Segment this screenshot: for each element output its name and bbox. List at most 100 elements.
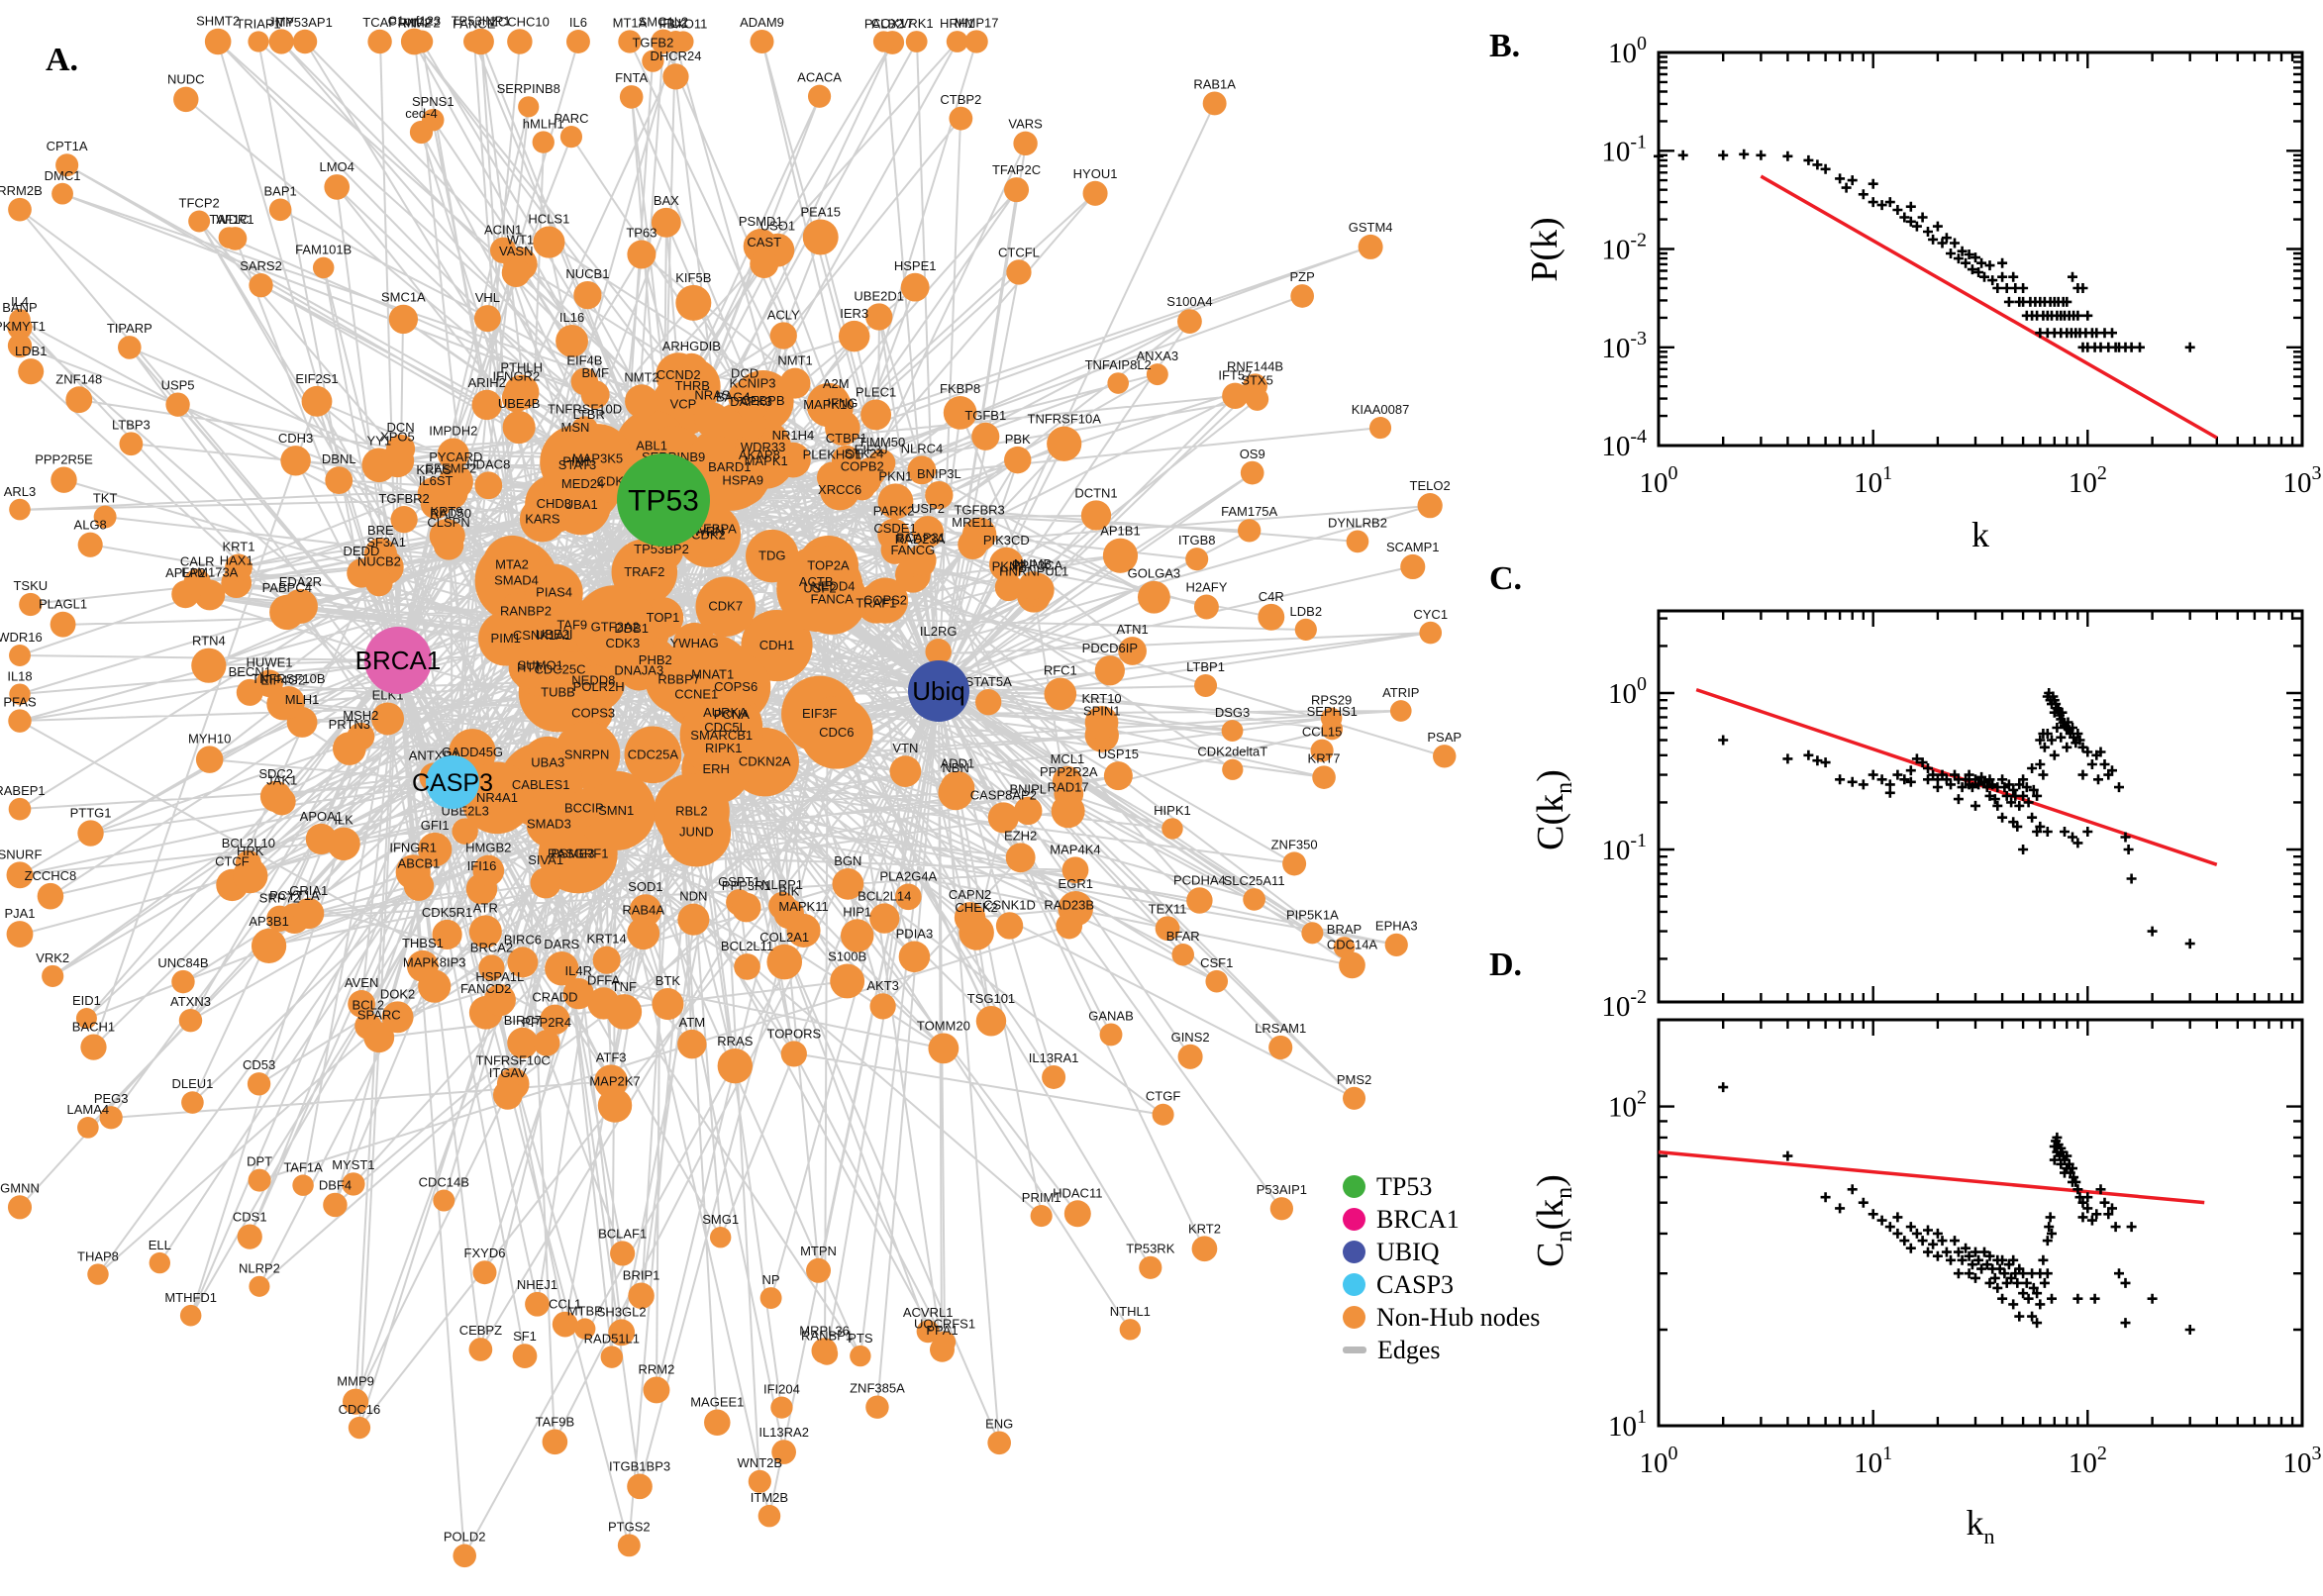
network-core-node	[672, 634, 754, 716]
network-node-label: USO1	[760, 219, 795, 234]
network-node-label: LRSAM1	[1255, 1021, 1306, 1036]
network-node-label: TUBB	[541, 685, 575, 700]
legend-item-casp3: CASP3	[1343, 1268, 1570, 1301]
network-node-label: ENG	[985, 1416, 1013, 1431]
scatter-points	[1718, 1082, 2195, 1335]
network-node-label: CTGF	[1146, 1089, 1180, 1104]
network-node-label: PMS2	[1337, 1072, 1371, 1087]
network-node	[452, 818, 478, 845]
network-node	[1177, 309, 1202, 335]
network-node-label: RRAS	[717, 1034, 753, 1048]
network-node-label: AP1B1	[1100, 524, 1140, 539]
network-core-node	[576, 770, 656, 850]
network-node-label: NUDC	[167, 72, 205, 87]
network-node	[895, 883, 922, 911]
network-node-label: CDH1	[759, 638, 794, 652]
network-node-label: GANAB	[1088, 1009, 1134, 1024]
network-node	[406, 949, 439, 982]
network-node-label: RNF2	[398, 16, 432, 31]
network-node-label: DDB1	[614, 621, 649, 636]
network-node-label: VARS	[1008, 117, 1043, 132]
network-node	[1205, 969, 1229, 993]
network-node-label: SRP72	[259, 891, 300, 906]
network-node-label: FAM101B	[295, 243, 352, 257]
network-node	[9, 498, 31, 521]
network-node-label: GSPT1	[718, 874, 760, 889]
network-node	[642, 50, 664, 72]
network-node-label: POLD2	[444, 1530, 486, 1545]
network-node	[1240, 460, 1264, 485]
network-node	[1003, 177, 1030, 203]
network-node	[869, 993, 896, 1020]
network-node	[292, 29, 318, 54]
network-node	[8, 797, 32, 821]
network-node-label: KRT9	[431, 504, 463, 519]
network-node-label: MRPL36	[799, 1323, 850, 1338]
network-node-label: PJA1	[4, 906, 35, 921]
network-node-label: SEPHS1	[1307, 704, 1358, 719]
network-node-label: COL2A1	[759, 930, 809, 945]
network-node-label: DNAJA3	[614, 662, 663, 677]
network-node-label: PARC	[554, 111, 588, 126]
network-node-label: TNF	[612, 979, 637, 994]
network-node	[677, 903, 710, 936]
network-node-label: SF1	[513, 1329, 537, 1344]
tick-label: 100	[1608, 33, 1647, 69]
network-node	[483, 984, 516, 1017]
network-node	[1056, 912, 1083, 940]
network-node-label: KRT2	[1188, 1221, 1221, 1236]
network-node-label: ITGB1BP3	[609, 1459, 670, 1474]
network-node-label: PTTG1	[70, 805, 112, 820]
network-node	[173, 86, 199, 113]
legend-item-nonhub: Non-Hub nodes	[1343, 1301, 1570, 1334]
network-node-label: CTCFL	[998, 245, 1040, 259]
network-node	[816, 461, 849, 493]
plot-frame	[1657, 609, 2304, 1004]
tick-label: 102	[2069, 462, 2107, 499]
network-node-label: USF2	[803, 581, 836, 596]
network-node-label: DEDD	[344, 544, 380, 558]
network-node-label: RAB1A	[1193, 76, 1236, 91]
network-node-label: NEDD8	[571, 672, 615, 687]
network-node	[1320, 707, 1343, 730]
network-node-label: TEX11	[1149, 901, 1187, 916]
network-node-label: HRK	[237, 844, 264, 858]
network-node-label: SF3A1	[366, 535, 406, 549]
network-node-label: CDC25C	[534, 662, 585, 677]
network-node-label: WT1	[507, 233, 534, 248]
network-node	[501, 383, 531, 413]
network-node-label: IL18	[7, 668, 32, 683]
network-node-label: RFC1	[1044, 663, 1077, 678]
network-node-label: CSNK1D	[983, 897, 1036, 912]
network-node	[348, 1416, 371, 1440]
network-node-label: RRM2	[639, 1362, 675, 1377]
network-node-label: SNRPN	[564, 747, 610, 761]
network-node-label: EGR1	[1059, 876, 1093, 891]
network-node	[709, 1226, 732, 1248]
network-node-label: DYNLRB2	[1328, 516, 1387, 531]
network-node-label: TP53RK	[1126, 1242, 1174, 1256]
network-node	[1102, 538, 1139, 573]
network-node-label: CDKN2A	[739, 754, 791, 769]
network-node	[559, 126, 583, 149]
network-node-label: DMC1	[45, 168, 81, 183]
network-node-label: CDC25A	[628, 747, 679, 761]
network-node-label: DCN	[386, 420, 414, 435]
network-node	[7, 1195, 33, 1220]
network-node	[473, 305, 501, 333]
network-node-label: NMT2	[624, 369, 658, 384]
tp53-swatch-icon	[1343, 1175, 1365, 1198]
network-node	[266, 905, 293, 932]
network-node-label: SUMO1	[518, 657, 563, 672]
network-node	[8, 709, 32, 733]
network-node	[478, 954, 505, 981]
network-node	[468, 1338, 493, 1361]
network-node-label: DPT	[247, 1154, 272, 1169]
network-node-label: EIF3J	[855, 443, 888, 457]
network-node-label: PDCD6IP	[1082, 641, 1138, 655]
network-node-label: TFAP2C	[992, 162, 1041, 177]
network-node-label: MCL1	[1051, 751, 1085, 766]
network-node-label: CDK2	[691, 527, 726, 542]
network-node	[1419, 621, 1443, 645]
network-node-label: DFFA	[587, 972, 621, 987]
